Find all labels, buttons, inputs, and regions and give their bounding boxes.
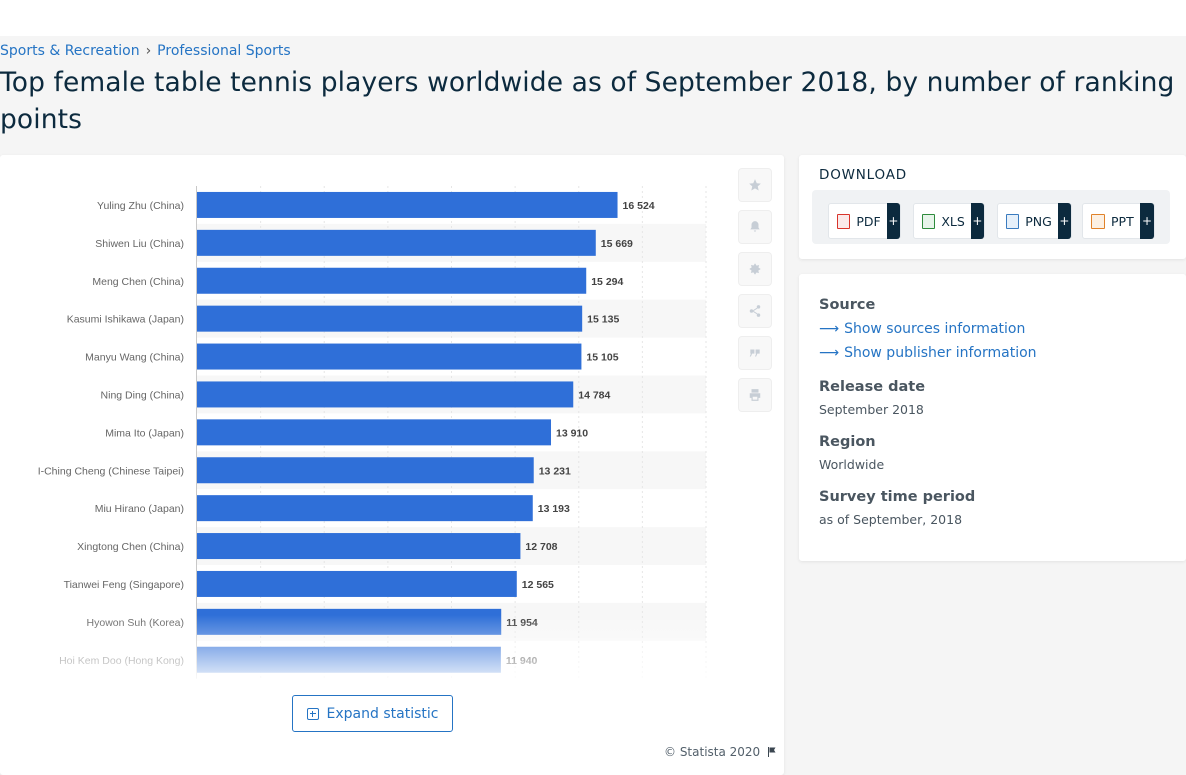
share-icon <box>749 305 761 317</box>
bar <box>197 305 583 332</box>
value-label: 13 231 <box>539 465 571 477</box>
value-label: 15 105 <box>586 352 618 364</box>
bar <box>197 419 552 446</box>
category-label: I-Ching Cheng (Chinese Taipei) <box>38 465 184 477</box>
print-button[interactable] <box>738 378 772 412</box>
download-pdf-plus: + <box>886 203 900 239</box>
share-button[interactable] <box>738 294 772 328</box>
region-value: Worldwide <box>819 457 885 472</box>
arrow-right-icon: ⟶ <box>819 345 840 361</box>
category-label: Shiwen Liu (China) <box>95 238 184 250</box>
show-publisher-link[interactable]: ⟶ Show publisher information <box>819 345 1037 361</box>
bell-icon <box>750 221 760 232</box>
breadcrumb-separator: › <box>145 43 152 59</box>
download-pdf-label: PDF <box>856 213 881 229</box>
value-label: 13 910 <box>556 427 588 439</box>
value-label: 15 135 <box>587 314 619 326</box>
notification-button[interactable] <box>738 210 772 244</box>
pdf-file-icon <box>837 213 851 229</box>
cite-button[interactable] <box>738 336 772 370</box>
source-heading: Source <box>819 297 876 313</box>
download-xls-label: XLS <box>941 213 965 229</box>
favorite-button[interactable] <box>738 168 772 202</box>
expand-icon <box>306 707 319 720</box>
top-bar <box>0 0 1186 36</box>
category-label: Xingtong Chen (China) <box>77 541 184 553</box>
png-file-icon <box>1006 213 1020 229</box>
xls-file-icon <box>922 213 936 229</box>
chart-actions <box>738 168 772 420</box>
page-title: Top female table tennis players worldwid… <box>0 67 1175 135</box>
release-date-value: September 2018 <box>819 402 924 417</box>
value-label: 12 708 <box>525 541 557 553</box>
bar <box>197 570 517 597</box>
bar <box>197 381 574 408</box>
region-heading: Region <box>819 434 876 450</box>
download-ppt-label: PPT <box>1111 213 1134 229</box>
copyright: © Statista 2020 <box>664 745 778 759</box>
breadcrumb: Sports & Recreation › Professional Sports <box>0 43 291 59</box>
survey-period-value: as of September, 2018 <box>819 512 963 527</box>
expand-statistic-button[interactable]: Expand statistic <box>292 695 453 732</box>
bar <box>197 457 534 484</box>
chart-fade-overlay <box>0 615 730 685</box>
star-icon <box>749 179 761 191</box>
category-label: Yuling Zhu (China) <box>97 200 184 212</box>
quote-icon <box>749 349 760 357</box>
show-publisher-label: Show publisher information <box>844 345 1037 361</box>
category-label: Miu Hirano (Japan) <box>95 503 184 515</box>
flag-icon[interactable] <box>766 746 778 758</box>
breadcrumb-item-professional-sports[interactable]: Professional Sports <box>157 43 291 59</box>
download-pdf-button[interactable]: PDF + <box>828 203 901 239</box>
bar <box>197 229 596 256</box>
bar <box>197 343 582 370</box>
print-icon <box>749 389 761 401</box>
gear-icon <box>749 263 761 275</box>
release-date-heading: Release date <box>819 379 926 395</box>
category-label: Mima Ito (Japan) <box>105 427 184 439</box>
download-formats: PDF + XLS + PNG + PPT + <box>812 190 1170 244</box>
bar <box>197 495 533 522</box>
download-png-button[interactable]: PNG + <box>997 203 1072 239</box>
show-sources-label: Show sources information <box>844 321 1026 337</box>
category-label: Manyu Wang (China) <box>85 352 184 364</box>
arrow-right-icon: ⟶ <box>819 321 840 337</box>
download-ppt-button[interactable]: PPT + <box>1082 203 1155 239</box>
download-png-plus: + <box>1057 203 1071 239</box>
expand-statistic-label: Expand statistic <box>326 705 439 722</box>
download-xls-plus: + <box>970 203 984 239</box>
category-label: Meng Chen (China) <box>92 276 184 288</box>
statistic-info-card: Source ⟶ Show sources information ⟶ Show p… <box>799 274 1186 561</box>
download-card: DOWNLOAD PDF + XLS + PNG + PPT + <box>799 155 1186 259</box>
category-label: Kasumi Ishikawa (Japan) <box>67 314 184 326</box>
value-label: 16 524 <box>623 200 655 212</box>
bar <box>197 267 587 294</box>
copyright-text: © Statista 2020 <box>664 745 761 759</box>
download-xls-button[interactable]: XLS + <box>913 203 985 239</box>
value-label: 15 669 <box>601 238 633 250</box>
settings-button[interactable] <box>738 252 772 286</box>
value-label: 15 294 <box>591 276 623 288</box>
category-label: Ning Ding (China) <box>101 389 184 401</box>
survey-period-heading: Survey time period <box>819 489 976 505</box>
download-title: DOWNLOAD <box>819 167 907 183</box>
value-label: 14 784 <box>578 389 610 401</box>
bar <box>197 533 521 560</box>
download-png-label: PNG <box>1025 213 1052 229</box>
category-label: Tianwei Feng (Singapore) <box>64 579 184 591</box>
ppt-file-icon <box>1091 213 1105 229</box>
download-ppt-plus: + <box>1140 203 1154 239</box>
value-label: 13 193 <box>538 503 570 515</box>
show-sources-link[interactable]: ⟶ Show sources information <box>819 321 1025 337</box>
chart-card: Yuling Zhu (China) 16 524 Shiwen Liu (Chin… <box>0 155 784 775</box>
value-label: 12 565 <box>522 579 554 591</box>
breadcrumb-item-sports-recreation[interactable]: Sports & Recreation <box>0 43 140 59</box>
bar <box>197 191 618 218</box>
